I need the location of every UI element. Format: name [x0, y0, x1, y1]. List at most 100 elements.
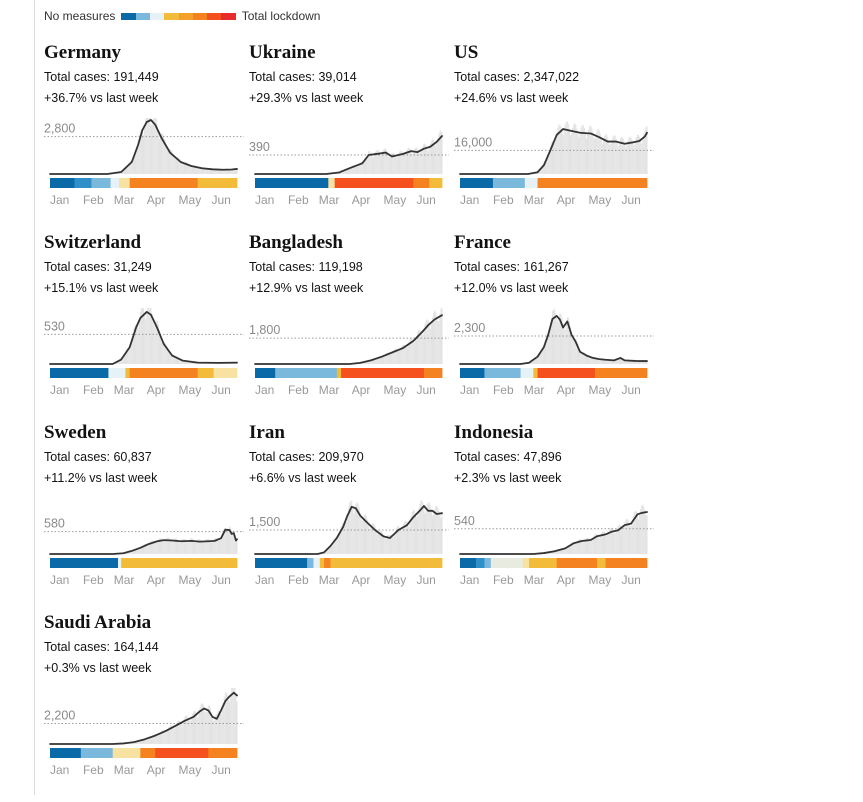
daily-bar: [437, 138, 438, 174]
daily-bar: [624, 522, 625, 554]
month-tick-label: Apr: [147, 193, 166, 207]
daily-bar: [154, 118, 155, 174]
daily-bar: [440, 518, 441, 554]
stringency-segment: [484, 368, 521, 378]
daily-bar: [157, 125, 158, 174]
daily-bar: [338, 535, 339, 554]
stringency-segment: [108, 368, 125, 378]
daily-bar: [559, 550, 560, 554]
daily-bar: [187, 542, 188, 554]
month-tick-label: Apr: [147, 763, 166, 777]
daily-bar: [159, 734, 160, 744]
month-tick-label: Mar: [524, 193, 545, 207]
daily-bar: [586, 138, 587, 174]
daily-bar: [594, 139, 595, 174]
stringency-segment: [413, 178, 429, 188]
stringency-segment: [111, 178, 120, 188]
daily-bar: [589, 539, 590, 554]
daily-bar: [635, 141, 636, 174]
stringency-segment: [50, 368, 109, 378]
daily-bar: [588, 129, 589, 174]
daily-bar: [400, 530, 401, 554]
daily-bar: [153, 119, 154, 174]
daily-bar: [198, 169, 199, 174]
daily-bar: [565, 124, 566, 174]
daily-bar: [411, 151, 412, 174]
month-tick-label: Feb: [288, 573, 309, 587]
stringency-segment: [557, 558, 598, 568]
daily-bar: [230, 170, 231, 174]
daily-bar: [353, 514, 354, 554]
daily-bar: [617, 143, 618, 174]
daily-bar: [157, 735, 158, 744]
month-tick-label: Jan: [255, 573, 274, 587]
daily-bar: [592, 132, 593, 174]
reference-value-label: 1,500: [249, 515, 280, 529]
daily-bar: [432, 317, 433, 364]
daily-bar: [399, 351, 400, 365]
daily-bar: [195, 543, 196, 554]
stringency-segment: [493, 178, 525, 188]
total-cases: Total cases: 119,198: [249, 259, 454, 275]
daily-bar: [140, 549, 141, 554]
stringency-segment: [155, 748, 209, 758]
month-tick-label: Mar: [524, 383, 545, 397]
legend-swatch: [179, 13, 193, 20]
daily-bar: [410, 522, 411, 554]
daily-bar: [582, 541, 583, 554]
left-divider: [34, 0, 35, 795]
stringency-segment: [119, 178, 130, 188]
stringency-band: [50, 558, 237, 568]
daily-bar: [379, 532, 380, 554]
month-tick-label: May: [179, 573, 202, 587]
daily-bar: [172, 542, 173, 554]
reference-value-label: 580: [44, 517, 65, 531]
daily-bar: [358, 165, 359, 174]
daily-bar: [214, 170, 215, 174]
daily-bar: [174, 729, 175, 744]
daily-bar: [201, 541, 202, 554]
daily-bar: [182, 164, 183, 174]
daily-bar: [553, 141, 554, 174]
daily-bar: [621, 527, 622, 554]
daily-bar: [388, 157, 389, 174]
daily-bar: [375, 360, 376, 364]
daily-bar: [146, 118, 147, 174]
daily-bar: [213, 721, 214, 744]
daily-bar: [130, 345, 131, 364]
daily-bar: [590, 541, 591, 554]
month-tick-label: Jan: [460, 573, 479, 587]
daily-bar: [576, 129, 577, 175]
daily-bar: [416, 336, 417, 364]
daily-bar: [597, 359, 598, 364]
legend-swatch: [193, 13, 207, 20]
reference-value-label: 1,800: [249, 323, 280, 337]
daily-bar: [204, 707, 205, 744]
month-tick-label: Jan: [50, 383, 69, 397]
daily-bar: [430, 329, 431, 364]
daily-bar: [148, 545, 149, 554]
daily-bar: [173, 540, 174, 554]
daily-bar: [406, 348, 407, 364]
stringency-band: [50, 368, 237, 378]
daily-bar: [379, 153, 380, 174]
daily-bar: [145, 119, 146, 174]
daily-bar: [163, 542, 164, 554]
reference-value-label: 2,200: [44, 708, 75, 722]
daily-bar: [436, 144, 437, 174]
country-name: Iran: [249, 422, 454, 444]
daily-bar: [568, 547, 569, 554]
stringency-segment: [525, 178, 538, 188]
daily-bar: [409, 527, 410, 554]
weekly-change: +12.9% vs last week: [249, 280, 454, 296]
daily-bar: [567, 548, 568, 554]
month-tick-label: Mar: [114, 383, 135, 397]
month-tick-label: Feb: [493, 383, 514, 397]
daily-bar: [352, 507, 353, 554]
daily-bar: [190, 166, 191, 174]
daily-bar: [162, 540, 163, 554]
daily-bar: [232, 688, 233, 744]
country-name: France: [454, 232, 659, 254]
